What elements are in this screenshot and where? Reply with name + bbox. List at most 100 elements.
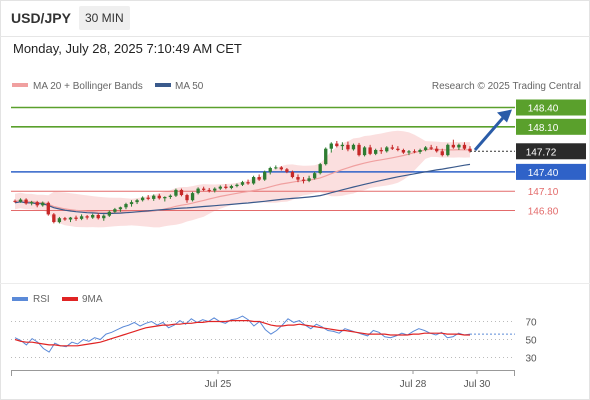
candle-body [351, 144, 356, 150]
candle-body [396, 148, 400, 150]
candle-body [318, 164, 322, 174]
candles-group [13, 139, 472, 224]
candle-body [390, 147, 394, 149]
candle-body [140, 197, 145, 201]
candle-body [102, 215, 106, 219]
candle-body [457, 144, 461, 148]
ma20-legend-label: MA 20 + Bollinger Bands [33, 81, 143, 92]
candle-body [307, 178, 311, 181]
rsi-legend-label: RSI [33, 294, 50, 305]
candle-body [251, 177, 256, 184]
ma50-legend-label: MA 50 [175, 81, 204, 92]
rsi-line [14, 315, 471, 353]
ma50-line [14, 163, 471, 215]
candle-body [79, 216, 84, 219]
candle-body [257, 177, 261, 180]
last-price-label: 147.72 [526, 147, 557, 158]
level-tag-148.10 [516, 118, 586, 135]
level-label-147.40: 147.40 [528, 168, 559, 179]
candle-body [407, 151, 411, 153]
x-tick-label: Jul 28 [400, 379, 427, 390]
candle-body [446, 144, 450, 156]
candle-body [196, 188, 200, 194]
symbol-label[interactable]: USD/JPY [11, 10, 71, 26]
interval-button[interactable]: 30 MIN [79, 6, 130, 30]
candle-body [41, 202, 45, 206]
ma20-line [14, 148, 471, 213]
ma50-legend-swatch [155, 83, 171, 87]
candle-body [440, 151, 444, 156]
candle-body [274, 167, 278, 169]
rsi-ma-legend-swatch [62, 297, 78, 301]
candle-body [168, 195, 173, 197]
candle-body [18, 199, 23, 202]
candle-body [340, 144, 345, 147]
candle-body [368, 147, 372, 154]
level-tag-147.40 [516, 163, 586, 180]
last-price-tag [516, 143, 586, 160]
candle-body [213, 188, 217, 191]
level-label-147.10: 147.10 [528, 187, 559, 198]
candle-body [146, 197, 150, 199]
level-label-146.80: 146.80 [528, 207, 559, 218]
x-tick-label: Jul 30 [464, 379, 491, 390]
candle-body [229, 186, 234, 188]
candle-body [163, 196, 167, 199]
rsi-tick-label-70: 70 [525, 318, 537, 329]
candle-body [418, 149, 422, 152]
rsi-tick-label-30: 30 [525, 354, 537, 365]
candle-body [129, 202, 134, 205]
candle-body [468, 148, 472, 152]
candle-body [190, 193, 195, 201]
candle-body [52, 214, 56, 223]
candle-body [157, 195, 161, 199]
candle-body [29, 202, 34, 204]
rsi-legend-swatch [12, 297, 28, 301]
candle-body [68, 217, 73, 220]
candle-body [312, 173, 317, 179]
candle-body [135, 200, 139, 203]
candle-body [385, 147, 389, 152]
candle-body [63, 218, 67, 220]
timestamp: Monday, July 28, 2025 7:10:49 AM CET [13, 41, 242, 56]
candle-body [174, 189, 178, 196]
candle-body [13, 200, 17, 202]
candle-body [279, 167, 284, 170]
candle-body [240, 182, 245, 185]
header-bar: USD/JPY 30 MIN [0, 0, 590, 37]
rsi-tick-label-50: 50 [525, 336, 537, 347]
candle-body [379, 149, 383, 152]
candle-body [357, 144, 361, 156]
level-label-148.10: 148.10 [528, 123, 559, 134]
forecast-arrow-head [497, 109, 512, 123]
candle-body [429, 147, 433, 149]
candle-body [263, 171, 267, 180]
candle-body [268, 168, 272, 172]
candle-body [374, 149, 378, 154]
research-credit: Research © 2025 Trading Central [432, 81, 581, 92]
candle-body [218, 186, 222, 189]
candle-body [113, 209, 117, 212]
candle-body [124, 204, 128, 208]
candle-body [401, 149, 406, 153]
candle-body [85, 216, 89, 218]
candle-body [423, 147, 428, 150]
forecast-arrow-shaft [473, 114, 507, 151]
candle-body [185, 195, 189, 201]
candle-body [301, 179, 306, 181]
rsi-ma-legend-label: 9MA [82, 294, 103, 305]
candle-body [46, 202, 50, 215]
candle-body [207, 189, 211, 191]
candle-body [118, 207, 123, 210]
candle-body [285, 169, 289, 172]
x-tick-label: Jul 25 [205, 379, 232, 390]
level-tag-148.40 [516, 99, 586, 116]
candle-body [246, 182, 250, 184]
candle-body [224, 186, 228, 188]
candle-body [57, 218, 62, 223]
candle-body [329, 143, 333, 149]
candle-body [152, 195, 156, 199]
candle-body [346, 144, 350, 150]
ma20-legend-swatch [12, 83, 28, 87]
candle-body [96, 215, 100, 219]
